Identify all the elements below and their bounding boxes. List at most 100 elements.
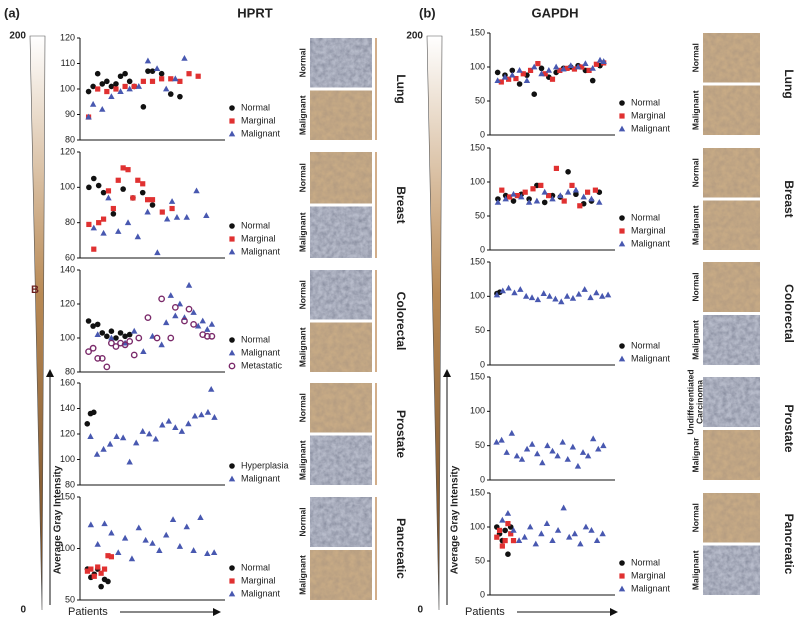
scatter-chart: 0 50 100 150 Normal Marginal Malignant Normal Ma… xyxy=(470,487,796,599)
marker-triangle xyxy=(117,88,124,94)
marker-triangle xyxy=(228,475,236,482)
image-label: Normal xyxy=(690,272,700,301)
marker-triangle xyxy=(176,300,184,307)
marker-circle xyxy=(619,215,625,221)
y-tick-label: 80 xyxy=(65,134,75,144)
tissue-image xyxy=(703,315,760,365)
marker-triangle xyxy=(183,213,190,220)
tissue-image xyxy=(310,38,372,88)
marker-circle xyxy=(95,182,102,189)
y-tick-label: 0 xyxy=(480,359,485,369)
marker-circle xyxy=(619,560,625,566)
marker-triangle xyxy=(94,331,101,337)
marker-triangle xyxy=(566,533,573,540)
marker-triangle xyxy=(510,190,517,197)
y-tick-label: 100 xyxy=(470,176,485,186)
marker-circle xyxy=(516,81,523,87)
marker-circle xyxy=(104,78,110,85)
marker-open-circle xyxy=(108,339,115,347)
marker-square xyxy=(535,61,541,67)
marker-square xyxy=(177,78,183,84)
marker-triangle xyxy=(144,57,152,64)
legend-label: Malignant xyxy=(241,347,281,357)
marker-square xyxy=(108,554,114,560)
marker-triangle xyxy=(493,438,500,445)
image-label: Normal xyxy=(297,393,307,422)
marker-open-circle xyxy=(94,354,102,362)
y-tick-label: 50 xyxy=(475,210,485,220)
marker-circle xyxy=(126,331,133,338)
marker-triangle xyxy=(582,523,590,530)
marker-square xyxy=(159,76,165,82)
marker-triangle xyxy=(144,208,151,215)
marker-square xyxy=(159,209,165,215)
marker-triangle xyxy=(515,537,523,543)
scatter-chart: 0 50 100 150 Normal Malignant Normal Malignant C… xyxy=(470,256,796,369)
marker-triangle xyxy=(516,67,523,73)
marker-triangle xyxy=(564,456,571,462)
marker-triangle xyxy=(523,445,531,452)
marker-open-circle xyxy=(167,334,175,342)
image-label: Normal xyxy=(297,163,307,192)
marker-square xyxy=(229,236,235,242)
marker-square xyxy=(101,566,108,572)
scatter-chart: 50 100 150 Normal Marginal Malignant Normal Mal… xyxy=(60,491,408,604)
marker-triangle xyxy=(208,385,215,392)
y-axis-title: Average Gray Intensity xyxy=(450,465,461,574)
marker-circle xyxy=(98,583,104,590)
tissue-image xyxy=(310,435,372,485)
y-tick-label: 0 xyxy=(480,474,485,484)
marker-triangle xyxy=(595,445,602,452)
x-axis-title: Patients xyxy=(68,606,108,618)
marker-circle xyxy=(229,337,235,343)
marker-triangle xyxy=(505,284,512,291)
marker-open-circle xyxy=(203,332,211,340)
tissue-label: Breast xyxy=(394,186,408,223)
legend-label: Metastatic xyxy=(241,360,283,370)
legend-label: Malignant xyxy=(631,583,671,593)
marker-square xyxy=(104,88,110,95)
marker-square xyxy=(577,203,583,209)
y-tick-label: 0 xyxy=(480,244,485,254)
marker-square xyxy=(84,568,91,574)
marker-triangle xyxy=(131,327,138,334)
marker-circle xyxy=(126,78,133,85)
marker-square xyxy=(95,86,101,92)
y-tick-label: 100 xyxy=(470,406,485,416)
marker-triangle xyxy=(563,292,571,299)
tissue-image xyxy=(703,148,760,198)
marker-triangle xyxy=(172,312,179,319)
marker-triangle xyxy=(534,296,542,303)
image-label: Malignant xyxy=(297,95,307,135)
tissue-image xyxy=(310,322,372,372)
y-tick-label: 150 xyxy=(470,27,485,37)
tissue-label: Pancreatic xyxy=(782,514,796,575)
marker-circle xyxy=(229,223,235,229)
marker-triangle xyxy=(163,215,171,222)
y-tick-label: 160 xyxy=(60,377,75,387)
marker-triangle xyxy=(502,195,509,202)
scale-label: 200 xyxy=(9,31,26,42)
marker-square xyxy=(498,79,504,85)
marker-square xyxy=(110,205,116,212)
legend-label: Normal xyxy=(241,220,270,230)
marker-triangle xyxy=(575,290,583,297)
marker-triangle xyxy=(108,93,115,100)
marker-triangle xyxy=(494,77,501,83)
marker-square xyxy=(195,73,201,79)
x-axis-title: Patients xyxy=(465,606,505,618)
tissue-label: Lung xyxy=(782,69,796,98)
marker-square xyxy=(507,194,513,200)
tissue-image xyxy=(310,90,372,140)
marker-square xyxy=(135,177,141,183)
y-axis-title: Average Gray Intensity xyxy=(53,465,64,574)
marker-triangle xyxy=(571,530,578,537)
marker-triangle xyxy=(559,438,566,445)
marker-triangle xyxy=(126,85,133,92)
marker-square xyxy=(100,216,107,222)
marker-square xyxy=(229,118,235,124)
marker-triangle xyxy=(593,537,601,543)
marker-triangle xyxy=(108,529,115,536)
marker-square xyxy=(502,538,508,544)
marker-triangle xyxy=(523,77,531,83)
